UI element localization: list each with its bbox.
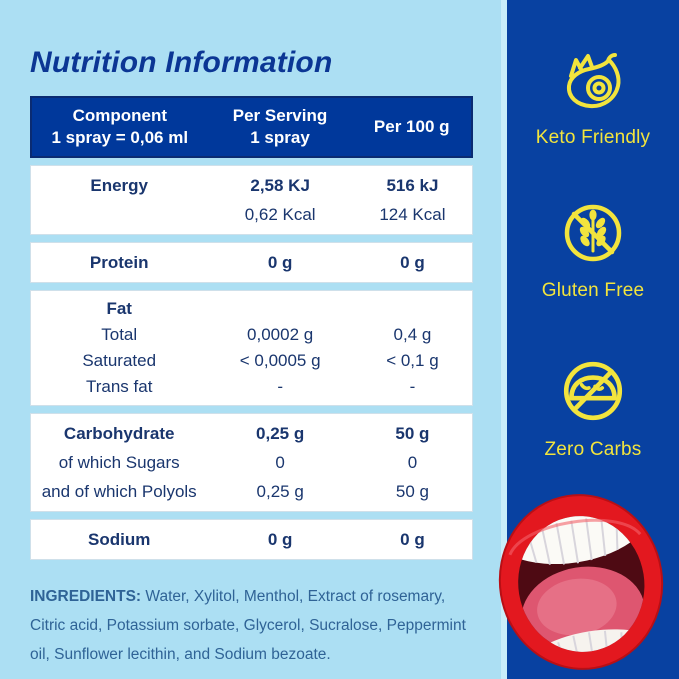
ingredients-text: INGREDIENTS: Water, Xylitol, Menthol, Ex… — [30, 582, 475, 669]
header-serving-line2: 1 spray — [250, 128, 310, 147]
row-per100-value: 0 g — [400, 530, 425, 549]
badge-label: Zero Carbs — [544, 439, 642, 460]
open-mouth-image — [498, 494, 664, 670]
row-serving-value: 0,25 g — [256, 482, 304, 501]
table-row: Sodium 0 g 0 g — [31, 525, 472, 554]
ingredients-label: INGREDIENTS: — [30, 588, 142, 605]
table-row: and of which Polyols 0,25 g 50 g — [31, 477, 472, 506]
row-per100-value: 50 g — [395, 424, 430, 443]
row-per100-value: 516 kJ — [386, 176, 439, 195]
row-serving-value: 0 g — [267, 530, 293, 549]
header-component-line2: 1 spray = 0,06 ml — [51, 128, 189, 147]
row-per100-value: 50 g — [395, 482, 429, 501]
header-component: Component 1 spray = 0,06 ml — [32, 105, 208, 149]
row-label: of which Sugars — [58, 453, 180, 472]
row-serving-value: 0,62 Kcal — [244, 205, 316, 224]
row-serving-value: - — [277, 377, 283, 396]
row-serving-value: 0 — [275, 453, 285, 472]
row-label: Trans fat — [85, 377, 153, 396]
row-per100-value: 0,4 g — [393, 325, 432, 344]
row-label: and of which Polyols — [41, 482, 197, 501]
header-serving-line1: Per Serving — [232, 106, 328, 125]
no-carbs-icon — [563, 361, 623, 421]
row-per100-value: < 0,1 g — [386, 351, 439, 370]
nutrition-table: Component 1 spray = 0,06 ml Per Serving … — [30, 96, 473, 560]
main-panel: Nutrition Information Component 1 spray … — [30, 46, 475, 669]
no-gluten-icon — [564, 204, 622, 262]
table-row: Trans fat - - — [31, 374, 472, 400]
row-label: Saturated — [82, 351, 157, 370]
page-title: Nutrition Information — [30, 46, 333, 79]
row-serving-value: 0,0002 g — [247, 325, 314, 344]
benefits-sidebar: Keto Friendly — [498, 0, 679, 679]
row-label: Total — [101, 325, 138, 344]
table-row: Carbohydrate 0,25 g 50 g — [31, 419, 472, 448]
carbohydrate-section: Carbohydrate 0,25 g 50 g of which Sugars… — [30, 413, 473, 512]
protein-section: Protein 0 g 0 g — [30, 242, 473, 283]
header-component-line1: Component — [72, 106, 168, 125]
table-row: Energy 2,58 KJ 516 kJ — [31, 171, 472, 200]
row-label: Fat — [106, 299, 132, 318]
badge-label: Keto Friendly — [535, 127, 651, 148]
ingredients-list: Water, Xylitol, Menthol, Extract of rose… — [30, 588, 466, 663]
panel-divider — [501, 0, 507, 679]
table-row: 0,62 Kcal 124 Kcal — [31, 200, 472, 229]
row-per100-value: 124 Kcal — [379, 205, 446, 224]
row-serving-value: < 0,0005 g — [239, 351, 321, 370]
avocado-icon — [566, 53, 621, 109]
table-row: of which Sugars 0 0 — [31, 448, 472, 477]
header-per-serving: Per Serving 1 spray — [208, 105, 353, 149]
badge-gluten-free: Gluten Free — [542, 199, 645, 302]
badge-zero-carbs: Zero Carbs — [544, 356, 641, 461]
row-label: Protein — [89, 253, 149, 272]
badge-label: Gluten Free — [541, 280, 645, 301]
badge-keto-friendly: Keto Friendly — [536, 50, 651, 149]
row-serving-value: 0,25 g — [256, 424, 305, 443]
header-per-100g: Per 100 g — [373, 117, 450, 136]
row-label: Sodium — [88, 530, 151, 549]
table-row: Total 0,0002 g 0,4 g — [31, 322, 472, 348]
energy-section: Energy 2,58 KJ 516 kJ 0,62 Kcal 124 Kcal — [30, 165, 473, 235]
fat-section: Fat Total 0,0002 g 0,4 g Saturated < 0,0… — [30, 290, 473, 406]
row-per100-value: 0 g — [400, 253, 425, 272]
row-label: Energy — [90, 176, 149, 195]
row-label: Carbohydrate — [63, 424, 175, 443]
table-header: Component 1 spray = 0,06 ml Per Serving … — [30, 96, 473, 158]
row-per100-value: 0 — [407, 453, 418, 472]
table-row: Saturated < 0,0005 g < 0,1 g — [31, 348, 472, 374]
sodium-section: Sodium 0 g 0 g — [30, 519, 473, 560]
table-row: Fat — [31, 296, 472, 322]
table-row: Protein 0 g 0 g — [31, 248, 472, 277]
row-serving-value: 0 g — [267, 253, 293, 272]
row-per100-value: - — [409, 377, 416, 396]
row-serving-value: 2,58 KJ — [250, 176, 310, 195]
